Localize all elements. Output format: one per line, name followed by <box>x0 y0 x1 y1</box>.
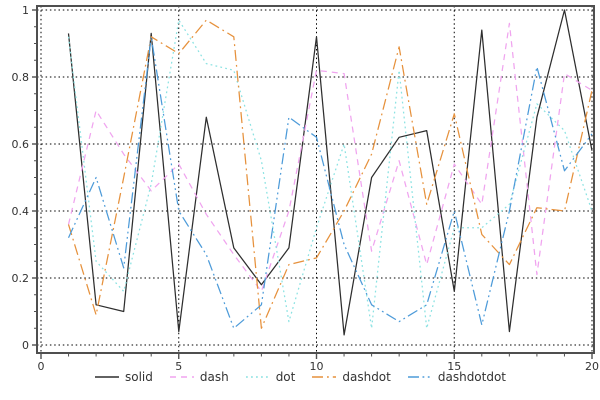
series-line-dashdot <box>67 19 593 329</box>
plot-frame <box>36 5 595 354</box>
series-line-solid <box>67 9 593 336</box>
series-line-dashdotdot <box>67 36 593 329</box>
legend-label: dashdot <box>342 370 391 384</box>
legend-label: dot <box>275 370 296 384</box>
x-tick-label: 0 <box>38 360 45 373</box>
y-tick-label: 0.8 <box>12 71 30 84</box>
series-line-dot <box>67 19 593 329</box>
legend-line-sample-solid <box>94 376 119 378</box>
legend-item-dash: dash <box>169 370 229 384</box>
legend-item-solid: solid <box>94 370 153 384</box>
legend-label: dash <box>199 370 229 384</box>
y-tick-label: 1 <box>22 4 29 17</box>
legend-line-sample-dot <box>245 376 270 378</box>
legend-item-dashdot: dashdot <box>311 370 391 384</box>
x-tick-label: 5 <box>175 360 182 373</box>
series-line-dash <box>67 22 593 293</box>
legend-item-dot: dot <box>245 370 296 384</box>
x-tick-label: 20 <box>585 360 599 373</box>
y-tick-label: 0.2 <box>12 272 30 285</box>
x-tick-label: 15 <box>447 360 461 373</box>
y-tick-label: 0.4 <box>12 205 30 218</box>
legend-line-sample-dashdotdot <box>407 376 432 378</box>
legend-item-dashdotdot: dashdotdot <box>407 370 506 384</box>
y-tick-label: 0 <box>22 339 29 352</box>
legend-line-sample-dashdot <box>312 376 337 378</box>
legend-label: dashdotdot <box>437 370 507 384</box>
legend-line-sample-dash <box>169 376 194 378</box>
y-tick-label: 0.6 <box>12 138 30 151</box>
x-tick-label: 10 <box>310 360 324 373</box>
legend-label: solid <box>124 370 153 384</box>
chart-legend: solid dash dot dashdot dashdotdot <box>0 370 600 384</box>
